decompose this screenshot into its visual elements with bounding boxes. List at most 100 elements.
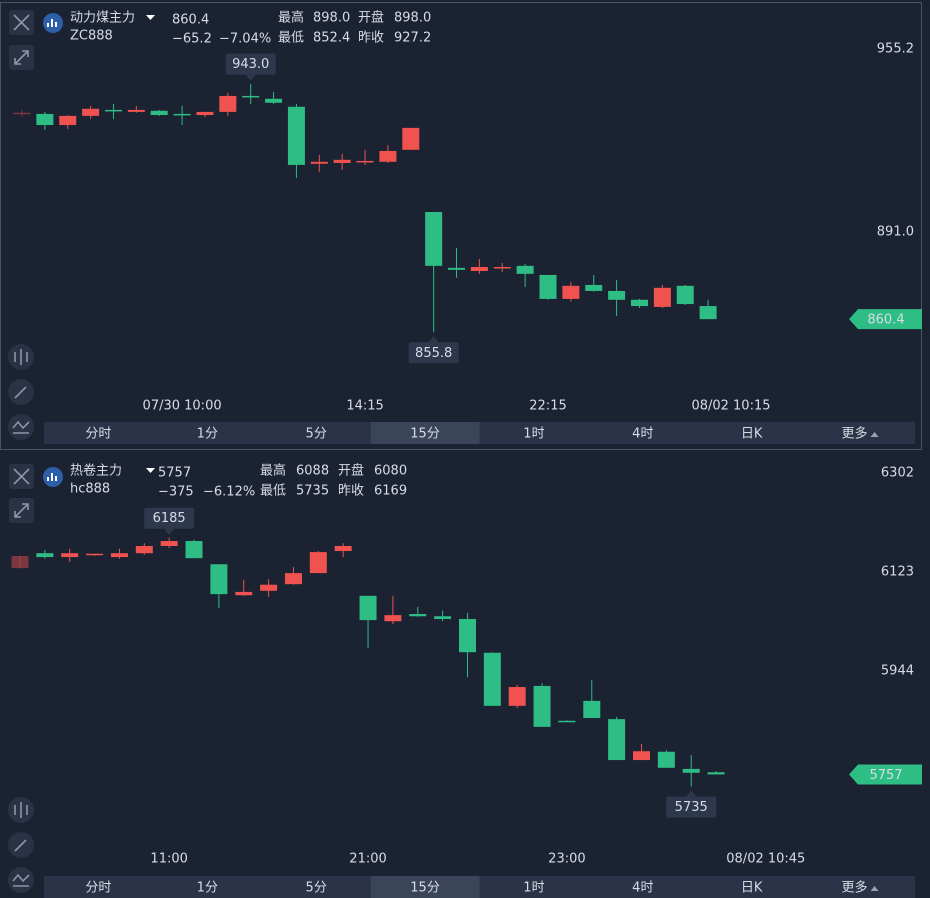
stat-label: 最高	[278, 10, 304, 26]
tab[interactable]: 日K	[741, 881, 763, 896]
indicator-button[interactable]	[8, 344, 34, 370]
candle-body	[284, 573, 302, 585]
candle-body	[196, 111, 214, 116]
candle-body	[173, 113, 191, 116]
tab-more-arrow[interactable]	[870, 432, 879, 437]
candle-body	[235, 591, 253, 596]
candle-body	[508, 687, 526, 706]
tab[interactable]: 15分	[410, 881, 440, 896]
candle-body	[682, 768, 700, 773]
candle-body	[160, 541, 178, 547]
candle-body	[287, 106, 305, 165]
analysis-button[interactable]	[8, 867, 34, 893]
candle-body	[379, 150, 397, 162]
candle-body	[110, 553, 128, 558]
change-percent: −6.12%	[203, 485, 255, 500]
candle-body	[516, 265, 534, 274]
symbol-icon	[43, 13, 63, 33]
candle-body	[36, 553, 54, 558]
candle-body	[334, 546, 352, 551]
stat-label: 昨收	[358, 31, 384, 46]
panel-border	[0, 2, 922, 450]
y-tick-label: 5944	[881, 664, 914, 679]
annotation-pointer	[686, 790, 697, 797]
tab[interactable]: 1分	[197, 427, 218, 442]
candle-body	[425, 211, 443, 266]
stat-value: 927.2	[394, 31, 431, 46]
change: −375	[158, 485, 194, 500]
tab[interactable]: 4时	[632, 427, 653, 442]
candle-body	[260, 584, 278, 591]
candle-body	[36, 113, 54, 126]
candle-body	[309, 552, 327, 574]
candle-body	[150, 110, 168, 116]
candle-body	[242, 95, 260, 98]
expand-button[interactable]	[9, 498, 34, 523]
tab[interactable]: 5分	[306, 427, 327, 442]
stat-value: 898.0	[394, 11, 431, 26]
candle-body	[86, 553, 104, 556]
candle-body	[310, 161, 328, 164]
stat-value: 5735	[296, 484, 329, 499]
symbol-name: 动力煤主力	[70, 11, 135, 26]
tab-more-arrow[interactable]	[870, 886, 879, 891]
indicator-button[interactable]	[8, 797, 34, 823]
draw-button[interactable]	[8, 379, 34, 405]
candle-body	[533, 685, 551, 727]
candle-body	[265, 98, 283, 103]
stat-value: 6169	[374, 484, 407, 499]
draw-button[interactable]	[8, 832, 34, 858]
x-tick-label: 14:15	[346, 399, 383, 414]
tab[interactable]: 更多	[842, 426, 868, 442]
tab[interactable]: 1分	[197, 881, 218, 896]
tab[interactable]: 1时	[523, 427, 544, 442]
stat-label: 昨收	[338, 484, 364, 499]
candle-body	[333, 159, 351, 163]
annotation-label: 6185	[153, 511, 186, 526]
expand-button[interactable]	[9, 45, 34, 70]
tab[interactable]: 分时	[85, 881, 111, 896]
symbol-code: hc888	[70, 482, 110, 497]
tab[interactable]: 4时	[632, 881, 653, 896]
analysis-button[interactable]	[8, 414, 34, 440]
change: −65.2	[172, 32, 212, 47]
annotation-box	[144, 507, 195, 529]
close-button[interactable]	[9, 10, 34, 35]
annotation-label: 855.8	[415, 346, 452, 361]
y-tick-label: 955.2	[877, 41, 914, 56]
price: 5757	[158, 466, 191, 481]
x-tick-label: 22:15	[529, 399, 566, 414]
candle-body	[608, 719, 626, 761]
annotation-pointer	[245, 74, 256, 81]
y-tick-label: 891.0	[877, 224, 914, 239]
candle-body	[653, 287, 671, 307]
candle-body	[699, 306, 717, 320]
candle-body	[562, 285, 580, 299]
tab-active[interactable]	[370, 422, 480, 444]
last-price-label: 5757	[869, 768, 902, 783]
tab[interactable]: 5分	[306, 881, 327, 896]
close-button[interactable]	[9, 464, 34, 489]
symbol-name: 热卷主力	[70, 463, 122, 479]
candle-body	[657, 751, 675, 768]
candle-body	[434, 616, 452, 620]
tab-active[interactable]	[370, 876, 480, 898]
tab[interactable]: 15分	[410, 427, 440, 442]
dropdown-arrow[interactable]	[146, 468, 155, 473]
stat-value: 6088	[296, 464, 329, 479]
tab[interactable]: 1时	[523, 881, 544, 896]
candle-body	[676, 285, 694, 305]
last-price-label: 860.4	[867, 313, 904, 328]
tab[interactable]: 更多	[842, 880, 868, 896]
annotation-label: 5735	[675, 800, 708, 815]
stat-label: 开盘	[338, 463, 364, 479]
dropdown-arrow[interactable]	[146, 15, 155, 20]
change-percent: −7.04%	[219, 32, 271, 47]
symbol-icon	[43, 467, 63, 487]
tab[interactable]: 分时	[85, 427, 111, 442]
tab[interactable]: 日K	[741, 427, 763, 442]
annotation-box	[666, 796, 717, 818]
candle-body	[470, 266, 488, 271]
candle-body	[104, 109, 122, 112]
